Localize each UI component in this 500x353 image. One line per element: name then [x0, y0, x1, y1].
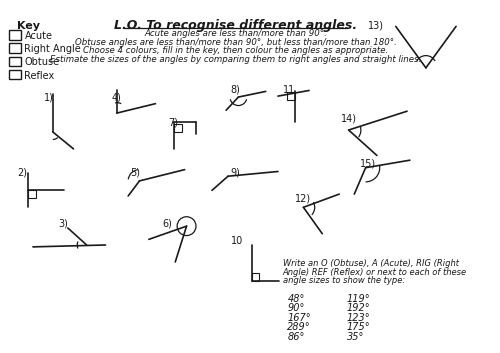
- Text: 13): 13): [368, 21, 384, 31]
- Bar: [252, 273, 259, 281]
- Text: Write an O (Obtuse), A (Acute), RIG (Right: Write an O (Obtuse), A (Acute), RIG (Rig…: [282, 259, 459, 268]
- Bar: [174, 124, 182, 132]
- Bar: [28, 190, 36, 198]
- Text: 3): 3): [58, 219, 68, 229]
- Text: 2): 2): [17, 168, 27, 178]
- Text: Choose 4 colours, fill in the key, then colour the angles as appropriate.: Choose 4 colours, fill in the key, then …: [83, 46, 388, 55]
- Text: L.O. To recognise different angles.: L.O. To recognise different angles.: [114, 19, 357, 32]
- Text: 90°: 90°: [288, 304, 305, 313]
- Bar: [288, 92, 295, 100]
- Text: 119°: 119°: [346, 294, 370, 304]
- Text: Right Angle: Right Angle: [24, 44, 81, 54]
- Text: 123°: 123°: [346, 313, 370, 323]
- Text: 8): 8): [231, 85, 240, 95]
- Text: 167°: 167°: [288, 313, 311, 323]
- Text: 15): 15): [360, 158, 376, 168]
- Text: Acute: Acute: [24, 31, 52, 41]
- Text: 1): 1): [44, 92, 54, 102]
- Bar: [10, 43, 20, 53]
- Bar: [10, 70, 20, 79]
- Text: 175°: 175°: [346, 322, 370, 332]
- Text: angle sizes to show the type:: angle sizes to show the type:: [282, 276, 405, 285]
- Text: 7): 7): [168, 118, 177, 128]
- Text: 4): 4): [111, 92, 121, 102]
- Text: 6): 6): [162, 219, 172, 229]
- Text: 14): 14): [341, 113, 357, 123]
- Text: Reflex: Reflex: [24, 71, 54, 81]
- Text: 10: 10: [231, 235, 243, 246]
- Text: Obtuse: Obtuse: [24, 58, 59, 67]
- Text: 12): 12): [295, 193, 311, 203]
- Text: Obtuse angles are less than/more than 90°, but less than/more than 180°.: Obtuse angles are less than/more than 90…: [74, 38, 396, 47]
- Bar: [10, 56, 20, 66]
- Text: Acute angles are less than/more than 90°.: Acute angles are less than/more than 90°…: [144, 29, 327, 38]
- Bar: [10, 30, 20, 40]
- Text: 11: 11: [282, 85, 295, 95]
- Text: 86°: 86°: [288, 332, 305, 342]
- Text: Key: Key: [17, 21, 40, 31]
- Text: 289°: 289°: [288, 322, 311, 332]
- Text: 9): 9): [231, 168, 240, 178]
- Text: Estimate the sizes of the angles by comparing them to right angles and straight : Estimate the sizes of the angles by comp…: [50, 55, 421, 64]
- Text: 35°: 35°: [346, 332, 364, 342]
- Text: 5): 5): [130, 168, 140, 178]
- Text: 192°: 192°: [346, 304, 370, 313]
- Text: Angle) REF (Reflex) or next to each of these: Angle) REF (Reflex) or next to each of t…: [282, 268, 467, 277]
- Text: 48°: 48°: [288, 294, 305, 304]
